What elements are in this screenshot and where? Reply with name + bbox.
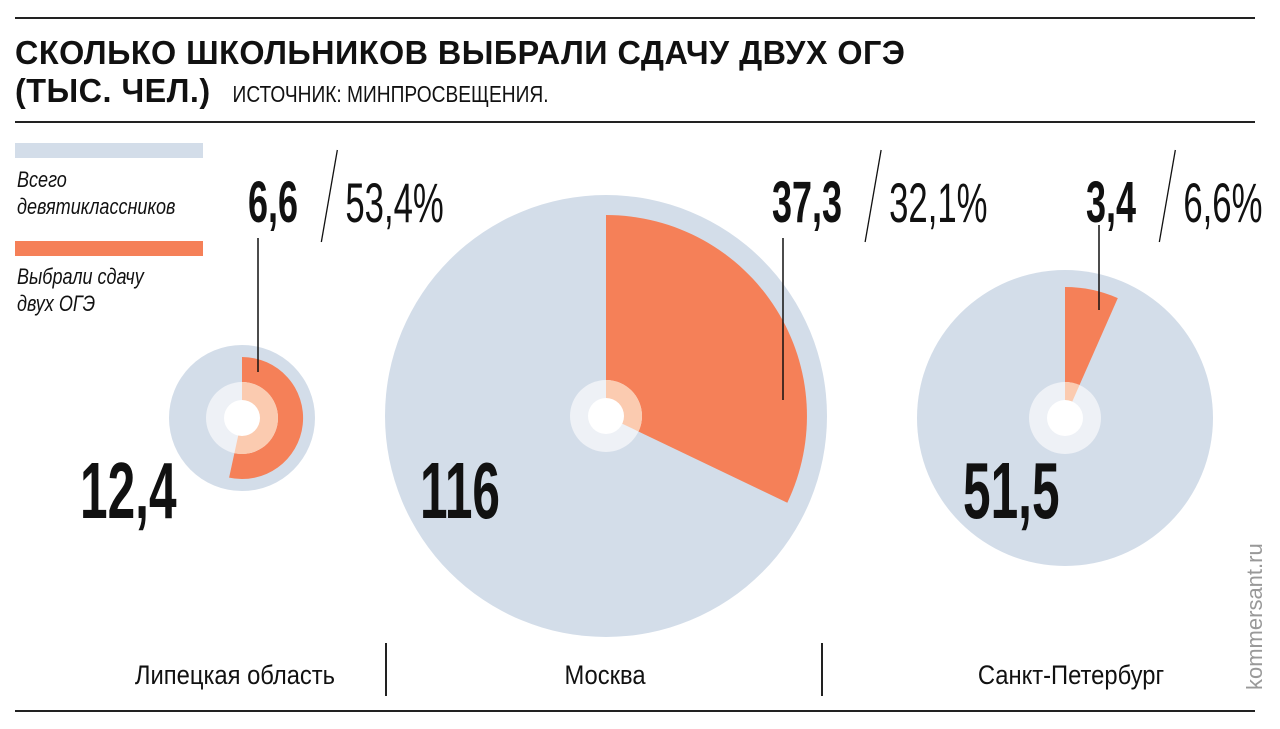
total-value-label: 51,5	[963, 447, 1060, 536]
region-label-spb: Санкт-Петербург	[977, 660, 1165, 690]
center-hole	[1047, 400, 1083, 436]
legend-line: двух ОГЭ	[17, 291, 96, 316]
legend-swatch-chosen	[15, 241, 203, 256]
region-label-lipetsk: Липецкая область	[134, 660, 336, 690]
legend-label-chosen: Выбрали сдачу двух ОГЭ	[17, 263, 144, 317]
divider	[385, 643, 387, 696]
header-rule	[15, 121, 1255, 123]
legend-line: девятиклассников	[17, 194, 176, 219]
chart-title: СКОЛЬКО ШКОЛЬНИКОВ ВЫБРАЛИ СДАЧУ ДВУХ ОГ…	[15, 34, 905, 113]
legend-line: Всего	[17, 167, 67, 192]
separator-slash	[864, 149, 882, 243]
percent-label: 53,4%	[345, 172, 443, 235]
source-note: ИСТОЧНИК: МИНПРОСВЕЩЕНИЯ.	[232, 81, 549, 107]
watermark: kommersant.ru	[1242, 543, 1267, 690]
percent-label: 6,6%	[1183, 172, 1262, 235]
divider	[821, 643, 823, 696]
total-value-label: 12,4	[80, 447, 177, 536]
center-hole	[588, 398, 624, 434]
chosen-value-label: 37,3	[772, 170, 842, 235]
separator-slash	[1158, 149, 1176, 243]
title-line-2: (ТЫС. ЧЕЛ.)	[15, 72, 211, 109]
bottom-rule	[15, 710, 1255, 712]
legend-line: Выбрали сдачу	[17, 264, 144, 289]
chosen-sector	[606, 215, 807, 503]
legend-swatch-total	[15, 143, 203, 158]
title-line-1: СКОЛЬКО ШКОЛЬНИКОВ ВЫБРАЛИ СДАЧУ ДВУХ ОГ…	[15, 34, 906, 71]
total-value-label: 116	[420, 447, 500, 536]
center-hole	[224, 400, 260, 436]
top-rule	[15, 17, 1255, 19]
separator-slash	[320, 149, 338, 243]
percent-label: 32,1%	[889, 172, 987, 235]
legend-label-total: Всего девятиклассников	[17, 166, 175, 220]
chosen-value-label: 6,6	[248, 170, 298, 235]
chosen-value-label: 3,4	[1086, 170, 1136, 235]
region-label-moscow: Москва	[564, 660, 646, 690]
